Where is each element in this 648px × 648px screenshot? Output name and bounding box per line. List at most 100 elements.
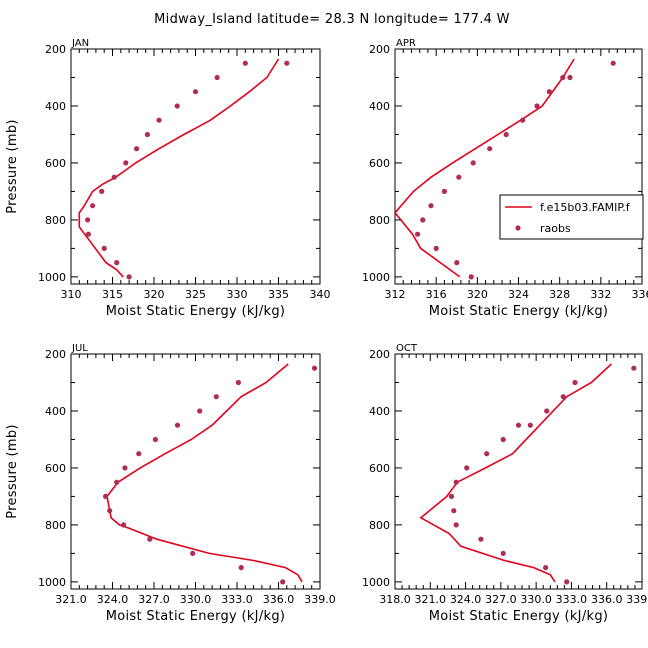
raobs-point-oct xyxy=(572,379,578,386)
y-tick-label-jul: 800 xyxy=(45,519,66,532)
panel-frame-jan xyxy=(70,48,321,285)
raobs-point-oct xyxy=(500,436,506,443)
raobs-point-jul xyxy=(147,536,153,542)
raobs-point-oct xyxy=(453,479,459,485)
x-tick-label-jan: 320 xyxy=(144,288,165,301)
raobs-point-oct xyxy=(560,394,566,400)
raobs-point-jan xyxy=(111,174,117,180)
raobs-point-jan xyxy=(284,60,290,66)
model-line-oct xyxy=(419,363,612,583)
raobs-point-jan xyxy=(192,89,199,95)
raobs-point-jul xyxy=(238,565,244,571)
legend-label-raobs: raobs xyxy=(540,222,571,235)
y-tick-label-apr: 1000 xyxy=(362,271,390,284)
raobs-point-oct xyxy=(500,550,506,557)
y-tick-label-jul: 1000 xyxy=(38,576,66,589)
x-tick-label-apr: 332 xyxy=(590,288,611,301)
raobs-point-oct xyxy=(451,508,457,514)
x-axis-title-jan: Moist Static Energy (kJ/kg) xyxy=(106,304,286,319)
raobs-point-oct xyxy=(527,422,533,428)
panel-apr: APR 312 316 320 324 328 332 336 200 400 600 800 1000… xyxy=(362,38,648,319)
x-tick-label-jul: 339.0 xyxy=(304,593,336,606)
raobs-point-jul xyxy=(235,379,241,386)
raobs-point-jul xyxy=(311,365,318,371)
raobs-point-jan xyxy=(85,217,91,223)
x-tick-label-apr: 336 xyxy=(632,288,648,301)
x-tick-label-oct: 318.0 xyxy=(379,593,411,606)
x-tick-label-jul: 324.0 xyxy=(97,593,129,606)
panel-frame-oct xyxy=(394,353,643,590)
raobs-point-oct xyxy=(448,493,455,499)
raobs-point-oct xyxy=(515,422,522,428)
x-tick-label-apr: 312 xyxy=(385,288,406,301)
y-tick-label-apr: 400 xyxy=(369,100,390,113)
raobs-point-apr xyxy=(433,245,439,251)
panel-jan: JAN 310 315 320 325 330 335 340 200 400 600 800 1000… xyxy=(5,38,331,319)
raobs-point-oct xyxy=(478,536,484,542)
y-tick-label-apr: 600 xyxy=(369,157,390,170)
raobs-point-apr xyxy=(441,188,447,194)
raobs-point-oct xyxy=(564,579,570,585)
x-tick-label-jan: 330 xyxy=(227,288,248,301)
panels: JAN 310 315 320 325 330 335 340 200 400 600 800 1000… xyxy=(5,38,648,624)
raobs-point-jan xyxy=(156,117,162,123)
raobs-point-apr xyxy=(468,274,474,280)
panel-label-apr: APR xyxy=(396,38,416,49)
raobs-point-jul xyxy=(190,550,196,557)
y-tick-label-oct: 600 xyxy=(369,462,390,475)
legend-apr: f.e15b03.FAMIP.f raobs xyxy=(499,194,644,240)
y-tick-label-oct: 400 xyxy=(369,405,390,418)
x-tick-label-jan: 335 xyxy=(268,288,289,301)
raobs-point-apr xyxy=(560,74,566,81)
x-tick-label-jan: 325 xyxy=(185,288,206,301)
x-tick-label-apr: 324 xyxy=(508,288,529,301)
x-tick-label-jul: 330.0 xyxy=(180,593,212,606)
y-tick-label-oct: 1000 xyxy=(362,576,390,589)
legend-label-model: f.e15b03.FAMIP.f xyxy=(540,201,631,214)
y-tick-label-jul: 400 xyxy=(45,405,66,418)
raobs-point-jan xyxy=(85,231,91,237)
x-tick-label-apr: 316 xyxy=(426,288,447,301)
raobs-point-jan xyxy=(214,74,220,81)
y-tick-label-oct: 200 xyxy=(369,348,390,361)
raobs-point-apr xyxy=(546,89,553,95)
raobs-point-jul xyxy=(107,508,113,514)
raobs-point-jan xyxy=(101,245,107,251)
legend-box xyxy=(499,194,644,240)
y-tick-label-jan: 200 xyxy=(45,43,66,56)
legend-swatch-dot xyxy=(515,225,521,231)
raobs-point-apr xyxy=(454,260,460,266)
x-tick-label-jan: 340 xyxy=(310,288,331,301)
panel-label-jan: JAN xyxy=(71,38,89,49)
y-tick-label-jul: 600 xyxy=(45,462,66,475)
raobs-point-apr xyxy=(487,146,493,152)
x-tick-label-apr: 320 xyxy=(467,288,488,301)
x-tick-label-apr: 328 xyxy=(549,288,570,301)
raobs-point-jul xyxy=(152,436,158,443)
x-axis-title-apr: Moist Static Energy (kJ/kg) xyxy=(429,304,609,319)
raobs-point-apr xyxy=(415,231,421,237)
raobs-point-oct xyxy=(544,408,550,414)
panel-label-oct: OCT xyxy=(396,343,418,354)
raobs-point-apr xyxy=(420,217,426,223)
raobs-point-apr xyxy=(534,103,540,109)
raobs-point-jan xyxy=(99,188,105,194)
y-tick-label-oct: 800 xyxy=(369,519,390,532)
x-tick-label-oct: 321.0 xyxy=(415,593,447,606)
raobs-point-oct xyxy=(464,465,470,471)
raobs-point-jul xyxy=(136,451,142,457)
figure-title: Midway_Island latitude= 28.3 N longitude… xyxy=(154,12,510,27)
x-tick-label-jul: 336.0 xyxy=(263,593,295,606)
y-tick-label-apr: 800 xyxy=(369,214,390,227)
raobs-point-apr xyxy=(610,60,616,66)
raobs-point-jul xyxy=(122,465,128,471)
raobs-point-jan xyxy=(134,146,140,152)
x-tick-label-jul: 333.0 xyxy=(221,593,253,606)
raobs-point-apr xyxy=(567,74,573,81)
raobs-point-jan xyxy=(144,131,150,138)
x-tick-label-jan: 315 xyxy=(102,288,123,301)
model-line-jan xyxy=(78,58,280,278)
raobs-point-jul xyxy=(213,394,219,400)
raobs-point-apr xyxy=(503,131,509,138)
